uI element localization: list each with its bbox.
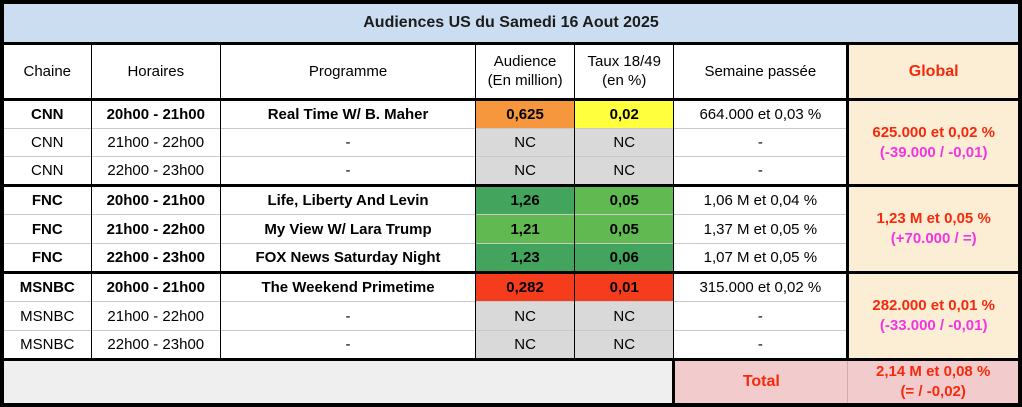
cell-semaine: -: [674, 331, 848, 360]
cell-chaine: FNC: [2, 186, 91, 215]
cell-horaires: 21h00 - 22h00: [91, 302, 221, 331]
total-line1: 2,14 M et 0,08 %: [850, 362, 1016, 382]
cell-audience: 1,26: [476, 186, 575, 215]
cell-chaine: CNN: [2, 128, 91, 157]
cell-taux: NC: [575, 331, 674, 360]
cell-horaires: 22h00 - 23h00: [91, 331, 221, 360]
cell-global-msnbc: 282.000 et 0,01 % (-33.000 / -0,01): [848, 273, 1020, 360]
cell-taux: 0,05: [575, 215, 674, 244]
col-header-global: Global: [848, 43, 1020, 99]
cell-programme: -: [221, 157, 476, 186]
total-label: Total: [674, 359, 848, 405]
cell-horaires: 22h00 - 23h00: [91, 244, 221, 273]
cell-global-cnn: 625.000 et 0,02 % (-39.000 / -0,01): [848, 99, 1020, 186]
cell-chaine: FNC: [2, 244, 91, 273]
cell-taux: 0,05: [575, 186, 674, 215]
cell-taux: NC: [575, 157, 674, 186]
cell-programme: My View W/ Lara Trump: [221, 215, 476, 244]
cell-taux: 0,01: [575, 273, 674, 302]
cell-programme: Real Time W/ B. Maher: [221, 99, 476, 128]
cell-horaires: 20h00 - 21h00: [91, 99, 221, 128]
cell-programme: FOX News Saturday Night: [221, 244, 476, 273]
global-line1: 1,23 M et 0,05 %: [851, 209, 1016, 229]
cell-audience: NC: [476, 128, 575, 157]
cell-horaires: 22h00 - 23h00: [91, 157, 221, 186]
cell-horaires: 21h00 - 22h00: [91, 128, 221, 157]
cell-chaine: MSNBC: [2, 302, 91, 331]
table-row: CNN 20h00 - 21h00 Real Time W/ B. Maher …: [2, 99, 1020, 128]
col-header-horaires: Horaires: [91, 43, 221, 99]
cell-horaires: 21h00 - 22h00: [91, 215, 221, 244]
col-header-programme: Programme: [221, 43, 476, 99]
total-line2: (= / -0,02): [850, 382, 1016, 402]
cell-audience: NC: [476, 331, 575, 360]
cell-semaine: -: [674, 157, 848, 186]
global-line1: 282.000 et 0,01 %: [851, 296, 1016, 316]
cell-programme: -: [221, 128, 476, 157]
cell-audience: NC: [476, 302, 575, 331]
cell-taux: 0,06: [575, 244, 674, 273]
cell-programme: -: [221, 331, 476, 360]
cell-audience: NC: [476, 157, 575, 186]
cell-semaine: 1,37 M et 0,05 %: [674, 215, 848, 244]
cell-semaine: -: [674, 302, 848, 331]
cell-semaine: 1,07 M et 0,05 %: [674, 244, 848, 273]
table-title-row: Audiences US du Samedi 16 Aout 2025: [2, 2, 1020, 43]
cell-chaine: CNN: [2, 157, 91, 186]
cell-audience: 0,625: [476, 99, 575, 128]
col-header-taux: Taux 18/49 (en %): [575, 43, 674, 99]
cell-horaires: 20h00 - 21h00: [91, 273, 221, 302]
col-header-audience: Audience (En million): [476, 43, 575, 99]
global-line2: (-39.000 / -0,01): [851, 143, 1016, 163]
global-line2: (+70.000 / =): [851, 229, 1016, 249]
total-value: 2,14 M et 0,08 % (= / -0,02): [848, 359, 1020, 405]
page-title: Audiences US du Samedi 16 Aout 2025: [2, 2, 1020, 43]
cell-audience: 1,23: [476, 244, 575, 273]
table-row: FNC 20h00 - 21h00 Life, Liberty And Levi…: [2, 186, 1020, 215]
cell-semaine: 315.000 et 0,02 %: [674, 273, 848, 302]
cell-semaine: 664.000 et 0,03 %: [674, 99, 848, 128]
cell-taux: NC: [575, 302, 674, 331]
cell-programme: Life, Liberty And Levin: [221, 186, 476, 215]
cell-chaine: CNN: [2, 99, 91, 128]
cell-horaires: 20h00 - 21h00: [91, 186, 221, 215]
total-row: Total 2,14 M et 0,08 % (= / -0,02): [2, 359, 1020, 405]
global-line1: 625.000 et 0,02 %: [851, 123, 1016, 143]
cell-programme: -: [221, 302, 476, 331]
cell-semaine: 1,06 M et 0,04 %: [674, 186, 848, 215]
cell-chaine: MSNBC: [2, 273, 91, 302]
cell-chaine: FNC: [2, 215, 91, 244]
cell-semaine: -: [674, 128, 848, 157]
cell-global-fnc: 1,23 M et 0,05 % (+70.000 / =): [848, 186, 1020, 273]
total-empty-cell: [2, 359, 674, 405]
table-header-row: Chaine Horaires Programme Audience (En m…: [2, 43, 1020, 99]
col-header-semaine: Semaine passée: [674, 43, 848, 99]
global-line2: (-33.000 / -0,01): [851, 316, 1016, 336]
cell-programme: The Weekend Primetime: [221, 273, 476, 302]
cell-chaine: MSNBC: [2, 331, 91, 360]
audience-table: Audiences US du Samedi 16 Aout 2025 Chai…: [0, 0, 1022, 407]
col-header-chaine: Chaine: [2, 43, 91, 99]
cell-taux: 0,02: [575, 99, 674, 128]
cell-audience: 0,282: [476, 273, 575, 302]
table-row: MSNBC 20h00 - 21h00 The Weekend Primetim…: [2, 273, 1020, 302]
cell-audience: 1,21: [476, 215, 575, 244]
cell-taux: NC: [575, 128, 674, 157]
